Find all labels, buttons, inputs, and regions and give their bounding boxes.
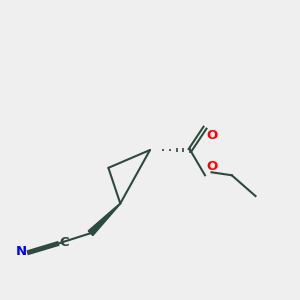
Text: O: O [206,129,218,142]
Polygon shape [88,203,121,236]
Text: N: N [16,244,27,258]
Text: O: O [206,160,218,173]
Text: C: C [59,236,69,249]
